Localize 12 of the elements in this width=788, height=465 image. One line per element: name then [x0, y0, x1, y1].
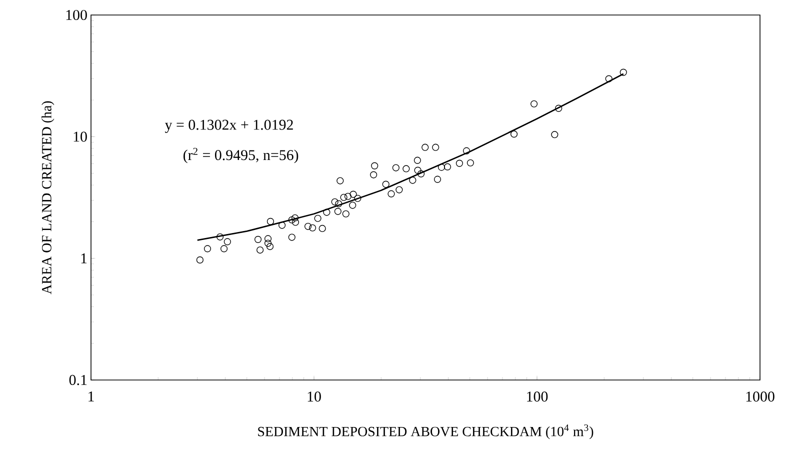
x-tick-label: 1000 — [746, 392, 774, 402]
y-tick-label: 100 — [66, 10, 87, 20]
x-tick-label: 10 — [308, 392, 321, 402]
x-tick-label: 1 — [88, 392, 94, 402]
annotation: y = 0.1302x + 1.0192 — [164, 120, 293, 133]
y-tick-label: 0.1 — [69, 374, 87, 386]
y-axis-title: AREA OF LAND CREATED (ha) — [42, 101, 54, 294]
annotation: (r$^{2}$ = 0.9495, n=56) — [184, 148, 298, 164]
y-tick-label: 1 — [81, 253, 87, 264]
x-tick-label: 100 — [527, 392, 548, 402]
y-tick-label: 10 — [74, 132, 87, 142]
x-axis-title: SEDIMENT DEPOSITED ABOVE CHECKDAM (10$^{4}$ m$^{3}$) — [258, 424, 594, 440]
